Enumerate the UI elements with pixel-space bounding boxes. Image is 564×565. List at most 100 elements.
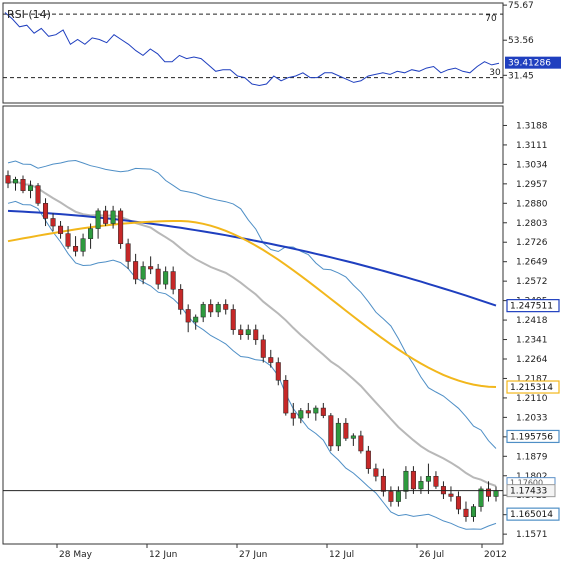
candle-body-down	[5, 175, 11, 184]
overlay-value-tag: 1.215314	[506, 380, 560, 394]
rsi-line	[4, 12, 500, 87]
rsi-level-30-label: 30	[489, 68, 501, 78]
candlestick	[88, 223, 94, 249]
candle-body-down	[433, 476, 439, 487]
bollinger-upper-line	[7, 159, 497, 449]
candle-body-up	[215, 304, 221, 313]
candle-body-down	[65, 233, 71, 247]
price-y-tick-label: 1.2418	[516, 316, 548, 326]
candlestick	[95, 208, 101, 239]
rsi-current-value-tag: 39.41286	[505, 56, 561, 69]
candlestick	[170, 266, 176, 295]
candle-body-up	[28, 185, 34, 191]
candle-body-down	[485, 488, 491, 497]
candle-body-up	[298, 410, 304, 419]
candle-body-up	[95, 210, 101, 229]
candle-body-up	[110, 210, 116, 224]
current-price-text: 1.17433	[510, 487, 547, 497]
candle-body-down	[253, 329, 259, 341]
x-tick-label: 27 Jun	[239, 550, 267, 560]
candlestick	[463, 501, 469, 522]
candlestick	[440, 481, 446, 500]
axes: 75.67 53.56 31.45 39.41286 1.3188 1.3111 1.303…	[56, 1, 561, 560]
candlestick	[410, 466, 416, 494]
candlestick	[290, 402, 296, 426]
candlestick	[5, 170, 11, 189]
candle-body-up	[80, 238, 86, 252]
candle-body-up	[350, 435, 356, 439]
candlestick	[43, 198, 49, 227]
candlestick	[365, 445, 371, 474]
medium-moving-average-line	[7, 220, 497, 388]
candlestick	[433, 471, 439, 489]
overlay-tag-box	[506, 299, 560, 313]
candle-body-up	[313, 407, 319, 414]
candlestick	[245, 324, 251, 340]
candle-body-up	[403, 470, 409, 492]
candlestick	[58, 220, 64, 239]
candle-body-up	[493, 490, 499, 497]
price-y-tick-label: 1.2033	[516, 413, 548, 423]
candlestick	[110, 205, 116, 229]
candle-body-down	[448, 493, 454, 497]
price-y-tick-label: 1.2110	[516, 394, 548, 404]
candle-body-down	[103, 210, 109, 224]
bollinger-middle-tag-text: 1.17600	[510, 479, 543, 488]
candlestick	[380, 468, 386, 497]
candle-body-down	[58, 225, 64, 234]
overlay-value-tag: 1.247511	[506, 299, 560, 313]
candle-body-down	[133, 261, 139, 280]
overlay-tag-box	[506, 507, 560, 521]
candlestick	[253, 324, 259, 345]
candle-body-down	[328, 415, 334, 447]
candlestick	[118, 208, 124, 249]
candle-body-down	[73, 246, 79, 252]
price-plot-frame	[2, 105, 504, 545]
candle-body-down	[125, 243, 131, 262]
candle-body-up	[140, 266, 146, 280]
price-y-tick-label: 1.1571	[516, 530, 548, 540]
candlestick	[268, 349, 274, 368]
price-y-tick-label: 1.2726	[516, 238, 548, 248]
current-price-tag: 1.17433	[506, 484, 556, 498]
price-y-tick-label: 1.1802	[516, 472, 548, 482]
candle-body-up	[478, 488, 484, 507]
candle-body-down	[50, 218, 56, 227]
candlestick	[350, 433, 356, 446]
candle-body-down	[455, 496, 461, 510]
candle-body-down	[43, 203, 49, 219]
candle-body-up	[245, 329, 251, 335]
candlestick	[395, 486, 401, 507]
price-y-tick-label: 1.3188	[516, 121, 548, 131]
candlestick	[35, 183, 41, 206]
candle-body-down	[358, 435, 364, 452]
candlestick	[470, 504, 476, 522]
candle-body-down	[463, 508, 469, 517]
candle-body-down	[260, 339, 266, 358]
candlestick	[388, 486, 394, 507]
candlestick	[305, 402, 311, 419]
rsi-panel	[3, 12, 503, 87]
price-y-tick-label: 1.3034	[516, 160, 548, 170]
candle-body-up	[163, 271, 169, 285]
rsi-plot-frame	[2, 2, 504, 104]
candle-body-down	[178, 288, 184, 310]
candlestick	[320, 402, 326, 419]
x-tick-label: 28 May	[59, 550, 93, 560]
candle-body-down	[148, 266, 154, 270]
candle-body-down	[373, 468, 379, 477]
candle-body-up	[13, 179, 19, 184]
long-moving-average-line	[7, 209, 497, 307]
price-y-tick-label: 1.2187	[516, 374, 548, 384]
candle-body-up	[395, 491, 401, 502]
candle-body-down	[170, 271, 176, 290]
price-y-tick-label: 1.2264	[516, 355, 548, 365]
candlestick	[425, 463, 431, 494]
candle-body-up	[193, 316, 199, 323]
candlestick	[328, 413, 334, 451]
candle-body-up	[425, 476, 431, 482]
candlestick	[373, 463, 379, 482]
overlay-tag-label: 1.165014	[510, 510, 553, 520]
candle-body-down	[283, 379, 289, 414]
